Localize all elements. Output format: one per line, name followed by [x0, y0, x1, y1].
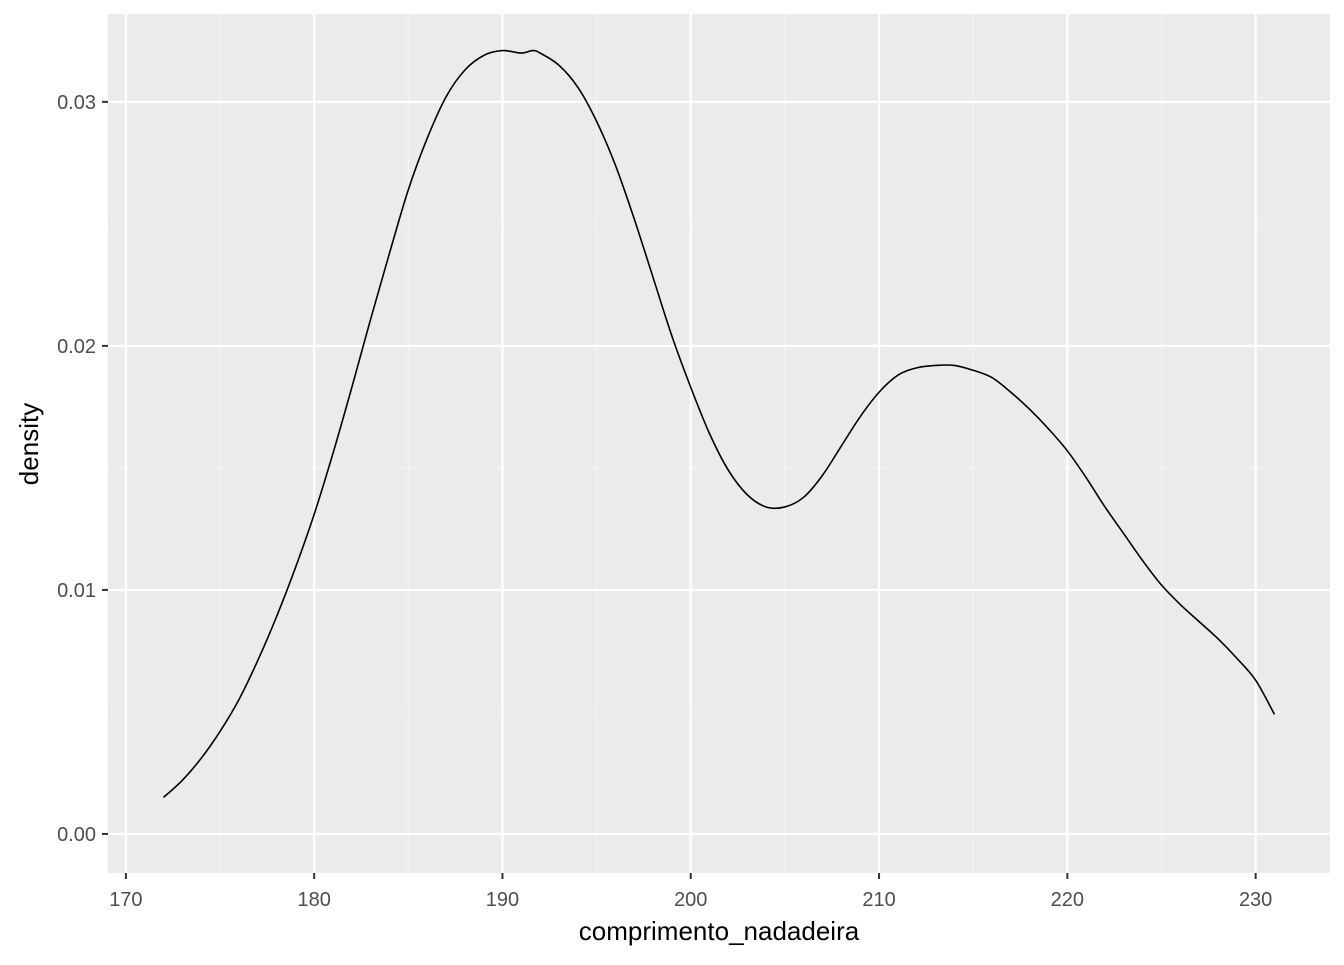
x-tick-label: 210 — [862, 889, 895, 911]
density-point — [615, 165, 616, 166]
density-point — [1180, 604, 1181, 605]
density-point — [464, 70, 465, 71]
density-point — [822, 475, 823, 476]
y-axis-title: density — [14, 403, 44, 485]
density-point — [709, 433, 710, 434]
x-axis: 170 180 190 200 210 220 230 — [109, 873, 1272, 911]
density-point — [596, 121, 597, 122]
density-point — [201, 758, 202, 759]
density-point — [1255, 680, 1256, 681]
density-point — [1161, 585, 1162, 586]
density-point — [860, 416, 861, 417]
density-point — [182, 780, 183, 781]
density-point — [276, 616, 277, 617]
density-point — [220, 731, 221, 732]
density-point — [1142, 560, 1143, 561]
density-layer — [163, 49, 1276, 798]
density-point — [992, 377, 993, 378]
density-point — [408, 189, 409, 190]
plot-panel — [108, 14, 1330, 873]
density-line — [163, 49, 1276, 798]
density-point — [1217, 638, 1218, 639]
density-point — [916, 367, 917, 368]
x-tick-label: 200 — [674, 889, 707, 911]
density-point — [521, 53, 522, 54]
x-tick-label: 220 — [1051, 889, 1084, 911]
density-point — [540, 53, 541, 54]
x-tick-label: 180 — [297, 889, 330, 911]
density-point — [238, 699, 239, 700]
density-point — [502, 50, 503, 51]
density-point — [1010, 392, 1011, 393]
density-point — [653, 277, 654, 278]
density-point — [634, 218, 635, 219]
density-point — [784, 506, 785, 507]
y-axis: 0.00 0.01 0.02 0.03 — [57, 92, 108, 846]
density-point — [935, 365, 936, 366]
density-point — [1236, 658, 1237, 659]
density-point — [766, 506, 767, 507]
density-point — [1086, 477, 1087, 478]
density-point — [370, 319, 371, 320]
density-point — [690, 387, 691, 388]
minor-gridlines — [108, 14, 1330, 873]
y-tick-label: 0.03 — [57, 92, 96, 114]
density-point — [747, 494, 748, 495]
density-point — [879, 392, 880, 393]
density-point — [1067, 450, 1068, 451]
x-tick-label: 170 — [109, 889, 142, 911]
density-point — [257, 660, 258, 661]
density-point — [483, 55, 484, 56]
density-point — [558, 65, 559, 66]
x-tick-label: 190 — [486, 889, 519, 911]
density-point — [295, 567, 296, 568]
density-point — [163, 797, 164, 798]
density-point — [427, 138, 428, 139]
density-point — [1274, 714, 1275, 715]
density-point — [728, 470, 729, 471]
density-point — [1048, 428, 1049, 429]
x-axis-title: comprimento_nadadeira — [579, 916, 860, 946]
density-point — [897, 375, 898, 376]
y-tick-label: 0.01 — [57, 580, 96, 602]
density-point — [671, 336, 672, 337]
y-tick-label: 0.02 — [57, 336, 96, 358]
density-point — [973, 370, 974, 371]
density-point — [841, 445, 842, 446]
density-point — [577, 87, 578, 88]
density-point — [351, 387, 352, 388]
density-point — [803, 497, 804, 498]
density-point — [314, 514, 315, 515]
x-tick-label: 230 — [1239, 889, 1272, 911]
density-point — [1104, 506, 1105, 507]
density-point — [333, 453, 334, 454]
y-tick-label: 0.00 — [57, 824, 96, 846]
major-gridlines — [108, 14, 1330, 873]
density-point — [1199, 621, 1200, 622]
density-point — [389, 253, 390, 254]
density-point — [1123, 533, 1124, 534]
density-point — [445, 96, 446, 97]
density-point — [532, 50, 533, 51]
density-point — [954, 365, 955, 366]
density-point — [1029, 409, 1030, 410]
